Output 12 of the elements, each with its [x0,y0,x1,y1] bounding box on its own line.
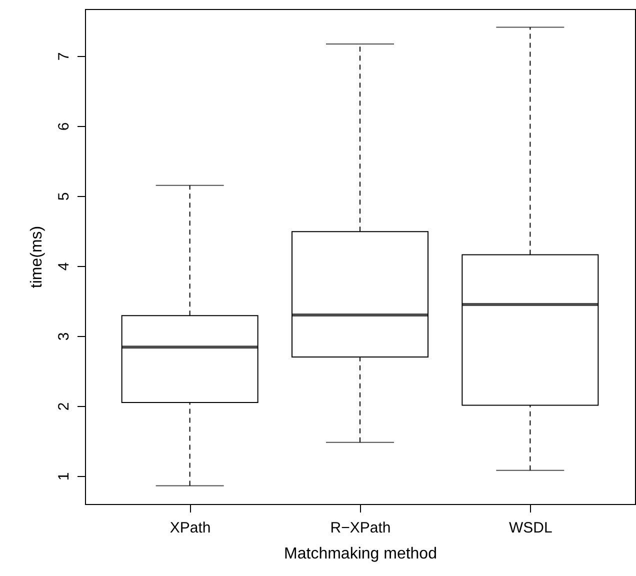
y-tick-label: 1 [56,472,72,481]
y-tick-label: 6 [56,122,72,131]
x-tick-label: R−XPath [330,520,391,536]
y-tick-label: 3 [56,332,72,341]
y-tick-label: 7 [56,52,72,61]
y-tick-label: 4 [56,262,72,271]
x-tick-label: WSDL [509,520,552,536]
y-tick-label: 2 [56,402,72,411]
y-axis-title: time(ms) [28,226,46,288]
x-tick-label: XPath [170,520,211,536]
x-axis-title: Matchmaking method [284,546,437,562]
y-tick-label: 5 [56,192,72,201]
